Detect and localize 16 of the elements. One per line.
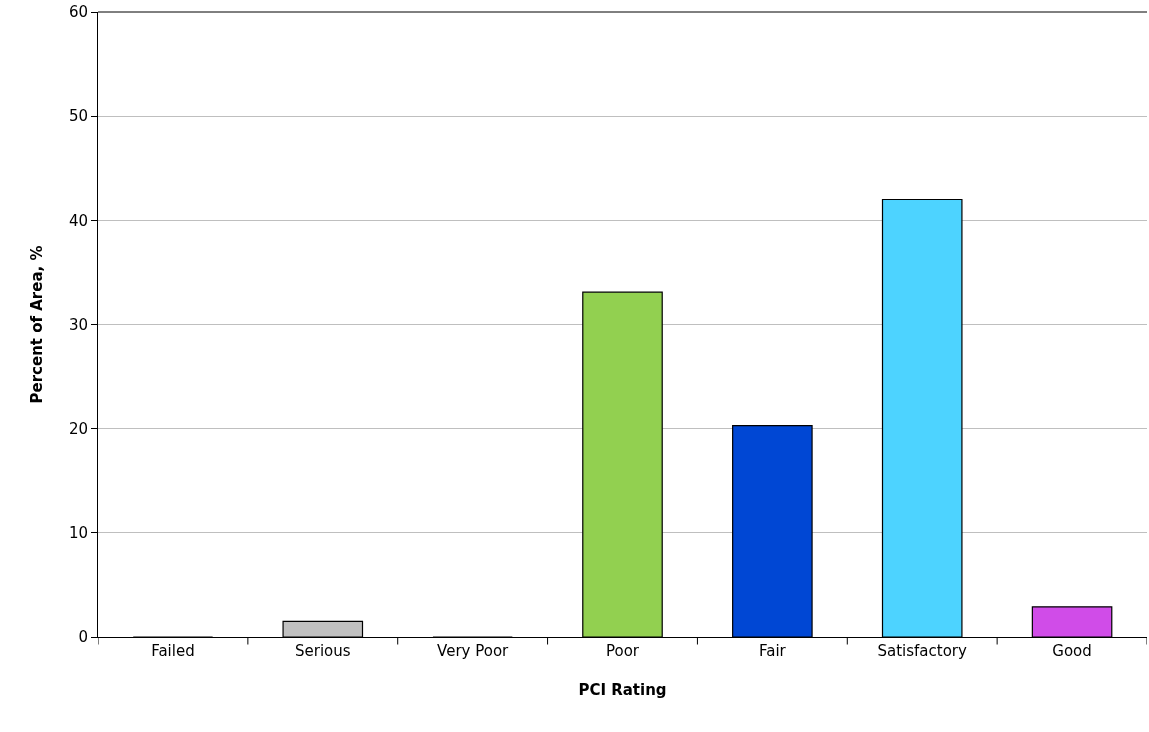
y-tick-label: 60 (68, 3, 88, 22)
x-tick-label: Fair (758, 642, 787, 660)
y-tick-label: 0 (78, 628, 88, 647)
x-tick-label: Very Poor (437, 642, 510, 660)
y-tick-label: 50 (68, 107, 88, 126)
y-tick-label: 10 (68, 524, 88, 543)
x-tick-label: Failed (151, 642, 195, 660)
y-axis-title: Percent of Area, % (28, 245, 47, 404)
y-tick-label: 20 (68, 419, 88, 438)
x-tick-label: Serious (294, 642, 351, 660)
x-axis-title: PCI Rating (578, 681, 667, 699)
y-tick-label: 30 (68, 315, 88, 334)
x-tick-label: Satisfactory (877, 642, 968, 660)
x-tick-label: Poor (605, 642, 640, 660)
x-tick-label: Good (1052, 642, 1092, 660)
y-tick-label: 40 (68, 211, 88, 230)
